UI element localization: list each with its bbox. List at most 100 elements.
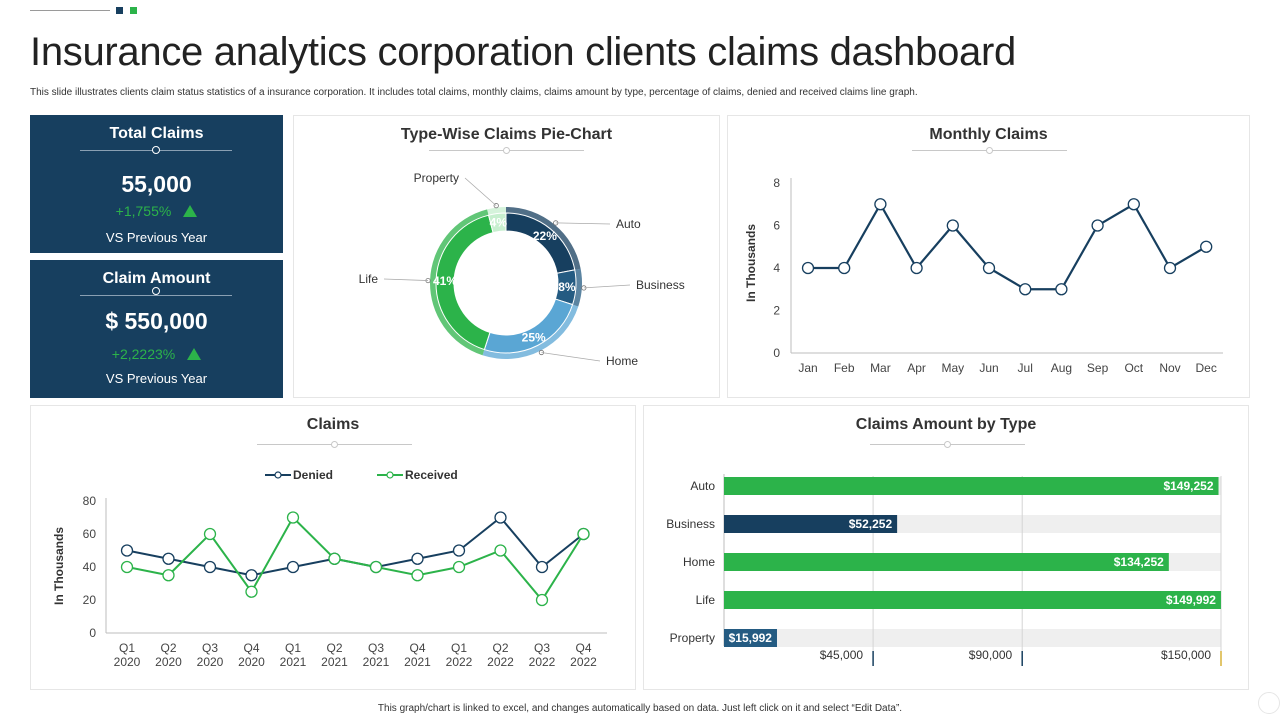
y-tick-label: 0: [89, 626, 96, 640]
point-denied: [286, 560, 300, 574]
x-tick-label: Nov: [1159, 361, 1180, 375]
top-accent-square-green: [130, 7, 137, 14]
x-tick-label-year: 2021: [280, 655, 307, 669]
kpi-value: $ 550,000: [105, 308, 208, 334]
bar-auto: [724, 477, 1219, 495]
bar-value-label-property: $15,992: [729, 631, 773, 645]
y-tick-label: 0: [773, 346, 780, 360]
point-received: [203, 527, 217, 541]
up-arrow-icon: [183, 205, 198, 217]
pie-leader-line-life: [383, 278, 429, 281]
bar-home: [724, 553, 1169, 571]
point-received: [535, 593, 549, 607]
kpi-separator-dot: [152, 146, 160, 154]
kpi-separator: [80, 295, 232, 296]
claims-title: Claims: [306, 416, 360, 433]
kpi-total-claims: Total Claims 55,000 +1,755% VS Previous …: [30, 115, 283, 253]
x-tick-label-quarter: Q2: [492, 641, 508, 655]
point-denied: [203, 560, 217, 574]
pie-slice-property: [487, 212, 507, 234]
y-tick-label: 40: [83, 560, 97, 574]
x-tick-label-year: 2021: [321, 655, 348, 669]
top-accent-square-navy: [116, 7, 123, 14]
monthly-point-mar: [874, 198, 887, 211]
kpi-claim-amount: Claim Amount $ 550,000 +2,2223% VS Previ…: [30, 260, 283, 398]
point-received: [286, 511, 300, 524]
x-tick-label: Oct: [1124, 361, 1143, 375]
x-tick-label-year: 2020: [197, 655, 224, 669]
pie-chart-card: Type-Wise Claims Pie-Chart 22% Auto 8% Busi…: [293, 115, 720, 398]
card-separator-dot: [944, 441, 951, 448]
point-received: [120, 560, 134, 574]
kpi-change: +2,2223%: [30, 346, 283, 362]
x-tick-label-year: 2022: [446, 655, 473, 669]
x-tick-label-quarter: Q1: [285, 641, 301, 655]
legend-label-received: Received: [405, 468, 458, 482]
point-denied: [452, 544, 466, 557]
bar-life: [724, 591, 1221, 609]
card-separator-dot: [986, 147, 993, 154]
monthly-claims-chart: 0 2 4 6 8 In Thousands Jan Feb Mar Apr May Jun Jul Au…: [744, 176, 1223, 375]
x-tick-label-quarter: Q2: [160, 641, 176, 655]
claims-card: Claims 0 20 40 60 80 In Thousands Q1 2020 Q2 2020…: [30, 405, 636, 690]
x-tick-label-quarter: Q4: [409, 641, 425, 655]
monthly-point-dec: [1200, 240, 1213, 253]
bar-value-label-home: $134,252: [1114, 555, 1164, 569]
pie-leader-line-business: [583, 284, 631, 289]
bar-value-label-life: $149,992: [1166, 593, 1216, 607]
point-received: [245, 585, 258, 598]
legend-marker-received: [386, 471, 394, 479]
x-tick-label-year: 2022: [570, 655, 597, 669]
point-denied: [411, 552, 424, 565]
x-tick-label: $90,000: [969, 648, 1013, 662]
bar-track-property: [724, 629, 1221, 647]
footer-note: This graph/chart is linked to excel, and…: [377, 703, 903, 714]
monthly-point-jul: [1019, 283, 1032, 296]
kpi-comparison: VS Previous Year: [105, 230, 208, 245]
kpi-change-text: +2,2223%: [111, 346, 176, 362]
y-axis-title: In Thousands: [52, 527, 66, 605]
pie-chart-title: Type-Wise Claims Pie-Chart: [400, 126, 613, 143]
x-tick-label-quarter: Q1: [451, 641, 467, 655]
x-tick-label: Dec: [1196, 361, 1217, 375]
x-tick-label: Jan: [798, 361, 817, 375]
y-tick-label: 4: [773, 261, 780, 275]
y-axis-title: In Thousands: [744, 224, 758, 302]
monthly-point-oct: [1127, 198, 1140, 211]
pie-value-label-home: 25%: [522, 330, 546, 344]
x-tick-label-year: 2021: [363, 655, 390, 669]
monthly-point-nov: [1163, 261, 1177, 275]
y-tick-label: 2: [773, 304, 780, 318]
x-tick-label-year: 2021: [404, 655, 431, 669]
claims-amount-bar-chart: $45,000 $90,000 $150,000 $149,252 Auto $52,25…: [666, 474, 1222, 666]
x-tick-label-quarter: Q3: [534, 641, 550, 655]
x-tick-label: $150,000: [1161, 648, 1211, 662]
pie-value-label-auto: 22%: [533, 229, 557, 243]
y-tick-label: 8: [773, 176, 780, 190]
pie-category-label-business: Business: [636, 278, 685, 292]
x-tick-label: Mar: [870, 361, 891, 375]
monthly-point-jun: [982, 261, 996, 275]
point-denied: [162, 552, 175, 565]
x-tick-label-year: 2020: [114, 655, 141, 669]
monthly-claims-card: Monthly Claims 0 2 4 6 8 In Thousands Jan Feb Ma…: [727, 115, 1250, 398]
point-denied: [494, 511, 507, 524]
kpi-change-text: +1,755%: [115, 203, 172, 219]
pie-leader-line-home: [541, 352, 601, 362]
point-denied: [245, 569, 258, 582]
pie-leader-line-auto: [555, 222, 611, 225]
y-tick-label: 20: [83, 593, 97, 607]
x-tick-label: Jul: [1018, 361, 1033, 375]
monthly-point-aug: [1055, 283, 1068, 296]
pie-category-label-auto: Auto: [616, 217, 641, 231]
pie-value-label-business: 8%: [558, 280, 576, 294]
claims-amount-card: Claims Amount by Type $45,000 $90,000 $150…: [643, 405, 1249, 690]
point-denied: [535, 560, 549, 574]
x-tick-label: Apr: [907, 361, 926, 375]
x-tick-label-quarter: Q2: [326, 641, 342, 655]
pie-chart: 22% Auto 8% Business 25% Home 41% Life 4% Propert…: [359, 171, 685, 368]
x-tick-label-year: 2020: [238, 655, 265, 669]
x-tick-label-quarter: Q4: [575, 641, 591, 655]
monthly-point-may: [946, 219, 959, 232]
top-accent-line: [30, 10, 110, 11]
